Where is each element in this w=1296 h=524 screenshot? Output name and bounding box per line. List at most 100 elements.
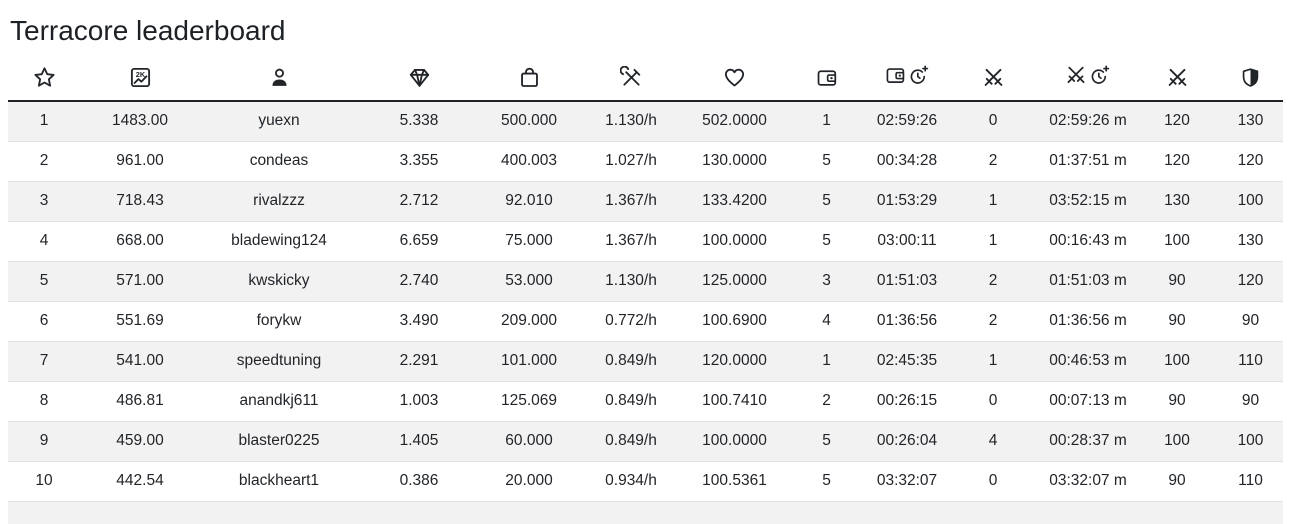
cell: 1.027/h xyxy=(578,140,684,181)
column-header-damage xyxy=(1136,55,1218,102)
cell: 130 xyxy=(1237,112,1264,130)
cell: 2 xyxy=(785,380,868,421)
cell: 2.291 xyxy=(358,340,480,381)
cell: 0.849/h xyxy=(578,340,684,381)
cell: 400.003 xyxy=(480,140,578,181)
tools-icon xyxy=(620,66,643,89)
cell: 120 xyxy=(1136,140,1218,181)
cell: 100.6900 xyxy=(684,300,785,341)
cell: 209.000 xyxy=(480,300,578,341)
header-row xyxy=(8,55,1283,102)
cell: 1 xyxy=(946,340,1040,381)
cell: 500.000 xyxy=(500,112,558,130)
cell: 5 xyxy=(785,460,868,501)
cell: 459.00 xyxy=(80,420,200,461)
cell: 130.0000 xyxy=(684,140,785,181)
column-header-bag xyxy=(480,55,578,102)
column-header-gem xyxy=(358,55,480,102)
cell: 110 xyxy=(1218,460,1283,501)
cell: 0.934/h xyxy=(578,460,684,501)
cell: 442.54 xyxy=(80,460,200,501)
table-row: 1 1483.00 yuexn 5.338 500.000 1.130/h 502.0000… xyxy=(8,101,1283,141)
column-header-wallet xyxy=(785,55,868,102)
cell: 03:52:15 m xyxy=(1040,180,1136,221)
cell: 100.0000 xyxy=(684,420,785,461)
column-header-attacks xyxy=(946,55,1040,102)
table-row: 4 668.00 bladewing124 6.659 75.000 1.367/h 100… xyxy=(8,220,1283,261)
cell: 03:00:11 xyxy=(868,220,946,261)
cell: 00:46:53 m xyxy=(1040,340,1136,381)
cell: 5 xyxy=(785,140,868,181)
cell xyxy=(8,500,80,524)
cell xyxy=(80,500,200,524)
cell: 120 xyxy=(1218,260,1283,301)
cell: 2 xyxy=(946,260,1040,301)
cell: 1.405 xyxy=(358,420,480,461)
table-row: 2 961.00 condeas 3.355 400.003 1.027/h 130.000… xyxy=(8,140,1283,181)
cell: 100.0000 xyxy=(684,220,785,261)
cell: 00:28:37 m xyxy=(1040,420,1136,461)
cell: 90 xyxy=(1136,460,1218,501)
cell xyxy=(1218,500,1283,524)
cell: 6 xyxy=(8,300,80,341)
cell: 100 xyxy=(1218,180,1283,221)
cell xyxy=(358,500,480,524)
cell: 120 xyxy=(1218,140,1283,181)
cell xyxy=(785,500,868,524)
cell: 7 xyxy=(8,340,80,381)
cell: 01:36:56 xyxy=(868,300,946,341)
table-row: 7 541.00 speedtuning 2.291 101.000 0.849/h 120… xyxy=(8,340,1283,381)
column-header-score xyxy=(80,55,200,102)
cell xyxy=(1136,500,1218,524)
cell: 1.367/h xyxy=(578,220,684,261)
cell: 0 xyxy=(988,112,998,130)
cell: 01:53:29 xyxy=(868,180,946,221)
cell: 110 xyxy=(1218,340,1283,381)
cell: 100.5361 xyxy=(684,460,785,501)
cell: condeas xyxy=(200,140,358,181)
cell: 125.069 xyxy=(480,380,578,421)
cell: 3 xyxy=(785,260,868,301)
crossed-swords-icon xyxy=(982,66,1005,89)
cell: speedtuning xyxy=(200,340,358,381)
cell: yuexn xyxy=(258,112,300,130)
cell: forykw xyxy=(200,300,358,341)
wallet-icon xyxy=(816,67,838,89)
column-header-defense xyxy=(1218,55,1283,102)
person-icon xyxy=(268,66,291,89)
cell: 4 xyxy=(946,420,1040,461)
cell: 502.0000 xyxy=(702,112,767,130)
column-header-player xyxy=(200,55,358,102)
cell: 1 xyxy=(946,220,1040,261)
cell: anandkj611 xyxy=(200,380,358,421)
cell: 02:59:26 m xyxy=(1049,112,1127,130)
cell: 3.490 xyxy=(358,300,480,341)
cell xyxy=(578,500,684,524)
cell: 1.130/h xyxy=(605,112,657,130)
heart-icon xyxy=(723,66,746,89)
clock-plus-icon xyxy=(1090,65,1111,86)
cell: 90 xyxy=(1136,300,1218,341)
cell: 02:45:35 xyxy=(868,340,946,381)
cell: 120.0000 xyxy=(684,340,785,381)
cell: 0.772/h xyxy=(578,300,684,341)
cell: 100 xyxy=(1218,420,1283,461)
column-header-rank xyxy=(8,55,80,102)
cell: 0.849/h xyxy=(578,380,684,421)
shield-icon xyxy=(1240,67,1261,88)
cell: 2.712 xyxy=(358,180,480,221)
cell: 2 xyxy=(946,300,1040,341)
cell: 541.00 xyxy=(80,340,200,381)
column-header-heart xyxy=(684,55,785,102)
cell: 130 xyxy=(1218,220,1283,261)
star-icon xyxy=(33,66,56,89)
cell: blaster0225 xyxy=(200,420,358,461)
cell: 571.00 xyxy=(80,260,200,301)
cell: 4 xyxy=(785,300,868,341)
cell: 03:32:07 m xyxy=(1040,460,1136,501)
cell: blackheart1 xyxy=(200,460,358,501)
cell: bladewing124 xyxy=(200,220,358,261)
cell: 0 xyxy=(946,460,1040,501)
cell: 0.386 xyxy=(358,460,480,501)
cell: 100 xyxy=(1136,420,1218,461)
